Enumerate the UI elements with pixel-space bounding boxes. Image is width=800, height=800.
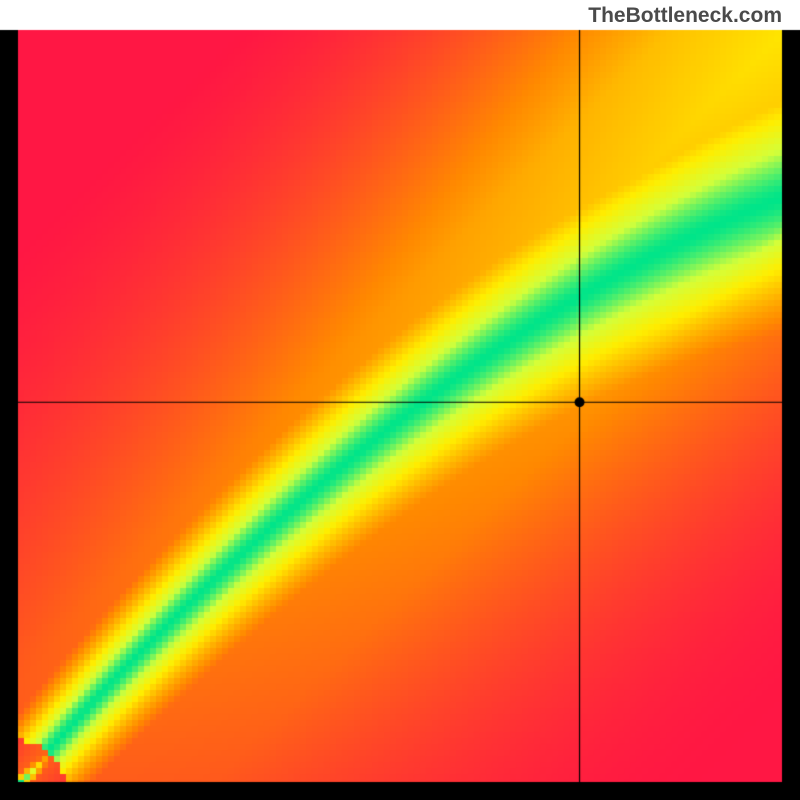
attribution-label: TheBottleneck.com [588,4,782,28]
chart-container: TheBottleneck.com [0,0,800,800]
bottleneck-heatmap [0,0,800,800]
